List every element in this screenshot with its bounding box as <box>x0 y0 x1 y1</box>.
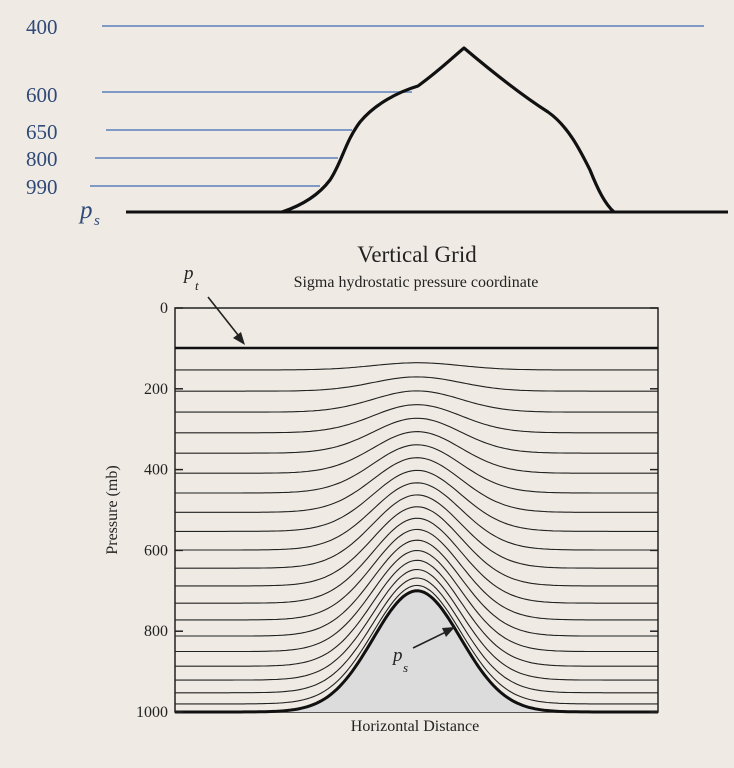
sigma-level-5 <box>175 417 658 454</box>
chart-subtitle: Sigma hydrostatic pressure coordinate <box>294 274 539 291</box>
sigma-level-7 <box>175 444 658 494</box>
sigma-plot: 0 200 400 600 800 1000 Pressure (mb) Horizont… <box>104 263 659 735</box>
level-label-600: 600 <box>26 83 58 107</box>
sigma-level-16 <box>175 549 658 653</box>
surface-pressure-annotation: p s <box>391 627 455 675</box>
sigma-level-1 <box>175 362 658 371</box>
pt-sub: t <box>195 278 199 293</box>
sigma-level-11 <box>175 494 658 569</box>
level-labels: 400 600 650 800 990 <box>26 15 58 199</box>
y-tick-label-400: 400 <box>144 462 168 479</box>
y-axis-label: Pressure (mb) <box>104 465 121 554</box>
pt-arrowhead <box>233 332 245 345</box>
ps-main: p <box>78 197 93 224</box>
y-tick-label-600: 600 <box>144 542 168 559</box>
pt-main: p <box>182 263 194 284</box>
sigma-level-19 <box>175 577 658 694</box>
sigma-level-lines <box>175 362 658 705</box>
pressure-level-lines <box>90 25 704 187</box>
sigma-level-13 <box>175 517 658 604</box>
y-tick-label-200: 200 <box>144 381 168 398</box>
y-axis-ticks: 0 200 400 600 800 1000 <box>136 300 658 721</box>
sigma-level-6 <box>175 431 658 474</box>
surface-pressure-label-top: p s <box>78 197 100 229</box>
sigma-level-2 <box>175 376 658 392</box>
y-tick-label-1000: 1000 <box>136 704 168 721</box>
sigma-level-17 <box>175 559 658 667</box>
level-label-650: 650 <box>26 120 58 144</box>
sigma-level-10 <box>175 482 658 551</box>
x-axis-label: Horizontal Distance <box>351 718 479 735</box>
sigma-level-9 <box>175 469 658 532</box>
sigma-level-12 <box>175 506 658 587</box>
mountain-outline <box>281 46 616 214</box>
sigma-level-4 <box>175 404 658 434</box>
ps-arrowhead <box>442 627 455 637</box>
top-pressure-annotation: p t <box>182 263 245 345</box>
sigma-level-8 <box>175 457 658 513</box>
level-label-990: 990 <box>26 175 58 199</box>
pt-arrow <box>207 296 243 341</box>
ps-chart-main: p <box>391 645 403 666</box>
sigma-level-15 <box>175 539 658 637</box>
sigma-level-18 <box>175 568 658 681</box>
ps-sub: s <box>94 213 100 229</box>
ps-arrow <box>412 629 451 649</box>
surface-pressure-line <box>175 589 658 714</box>
top-schematic: 400 600 650 800 990 p s <box>26 15 728 229</box>
sigma-level-20 <box>175 584 658 705</box>
level-label-800: 800 <box>26 147 58 171</box>
y-tick-label-800: 800 <box>144 623 168 640</box>
sigma-level-3 <box>175 390 658 413</box>
sigma-level-14 <box>175 528 658 621</box>
terrain-fill <box>175 590 658 712</box>
chart-title: Vertical Grid <box>357 242 477 267</box>
y-tick-label-0: 0 <box>160 300 168 317</box>
level-label-400: 400 <box>26 15 58 39</box>
ps-chart-sub: s <box>403 660 408 675</box>
